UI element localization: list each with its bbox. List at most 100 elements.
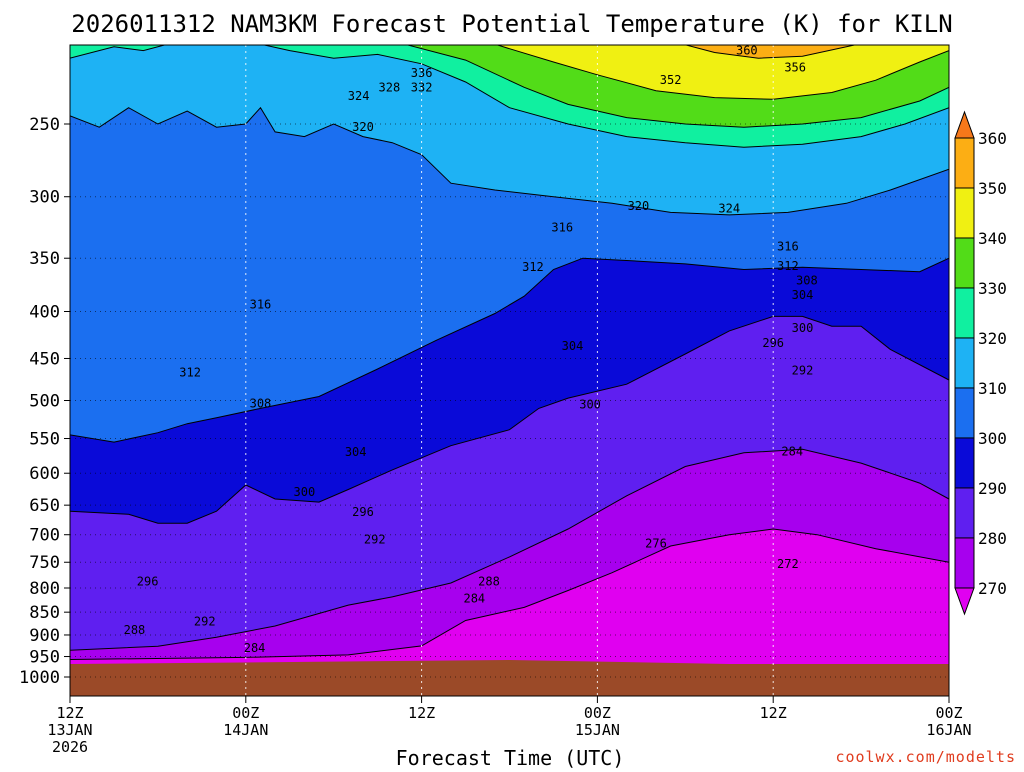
contour-label: 312 [522,260,544,274]
colorbar-label: 300 [978,429,1007,448]
y-tick-label: 1000 [19,668,60,688]
contour-340 [405,45,949,128]
colorbar-label: 340 [978,229,1007,248]
contour-label: 292 [364,532,386,546]
contour-label: 316 [551,220,573,234]
fill-above-350 [497,45,949,100]
colorbar-label: 280 [978,529,1007,548]
contour-label: 300 [294,485,316,499]
y-tick-label: 950 [29,648,60,668]
contour-label: 312 [777,259,799,273]
y-tick-label: 350 [29,249,60,269]
contour-label: 352 [660,73,682,87]
colorbar-swatch [954,137,975,189]
y-tick-label: 600 [29,464,60,484]
contour-label: 288 [478,574,500,588]
contour-label: 320 [628,199,650,213]
contour-label: 284 [463,591,485,605]
contour-label: 328 [379,80,401,94]
colorbar-swatch [954,237,975,289]
contour-label: 276 [645,537,667,551]
y-tick-label: 550 [29,430,60,450]
colorbar-swatch [954,337,975,389]
y-tick-label: 450 [29,349,60,369]
contour-label: 304 [345,445,367,459]
contour-label: 304 [562,339,584,353]
colorbar-swatch [954,437,975,489]
colorbar-label: 290 [978,479,1007,498]
contour-label: 292 [194,614,216,628]
y-tick-label: 500 [29,392,60,412]
contour-290 [70,448,949,651]
x-tick-label: 2026 [52,738,88,756]
x-tick-label: 12Z [56,704,83,722]
contour-label: 316 [777,240,799,254]
contour-320 [70,106,949,216]
x-tick-label: 14JAN [223,721,268,739]
y-axis: 250 300 350 400 450 500 550 600 650 700 750 800 850 9… [19,115,70,688]
contour-label: 320 [352,120,374,134]
colorbar-label: 350 [978,179,1007,198]
credit-text: coolwx.com/modelts [835,748,1016,766]
contour-label: 324 [718,202,740,216]
contour-label: 292 [792,364,814,378]
contour-label: 324 [348,89,370,103]
x-tick-label: 12Z [408,704,435,722]
colorbar-label: 330 [978,279,1007,298]
contour-label: 296 [352,505,374,519]
contour-label: 308 [250,397,272,411]
x-tick-label: 13JAN [47,721,92,739]
y-tick-label: 800 [29,579,60,599]
contour-label: 304 [792,288,814,302]
contour-label: 272 [777,557,799,571]
contour-360 [684,45,857,59]
contour-label: 360 [736,44,758,58]
contour-label: 284 [781,444,803,458]
contour-label: 300 [579,397,601,411]
contour-350 [495,45,949,100]
x-axis-title: Forecast Time (UTC) [396,746,625,768]
plot-area [70,45,949,696]
fill-above-360 [686,45,855,59]
colorbar-swatch [954,387,975,439]
contour-label: 308 [796,273,818,287]
x-tick-label: 15JAN [575,721,620,739]
contour-label: 336 [411,66,433,80]
y-tick-label: 400 [29,302,60,322]
colorbar-swatch [954,487,975,539]
y-tick-label: 650 [29,496,60,516]
plot-frame [69,44,950,697]
contour-label: 332 [411,80,433,94]
colorbar-swatch [954,287,975,339]
contour-label: 284 [244,641,266,655]
colorbar: 360 350 340 330 320 310 300 290 280 270 [954,110,1007,616]
contour-label: 300 [792,321,814,335]
contour-label: 296 [137,574,159,588]
x-tick-label: 16JAN [926,721,971,739]
chart-title: 2026011312 NAM3KM Forecast Potential Tem… [71,10,952,38]
colorbar-arrow-top [954,110,975,139]
colorbar-arrow-bottom [954,587,975,616]
x-tick-label: 00Z [584,704,611,722]
contour-label: 316 [250,297,272,311]
contour-300 [70,315,949,524]
colorbar-swatch [954,537,975,589]
y-tick-label: 850 [29,603,60,623]
contour-label: 356 [784,61,806,75]
contour-label: 312 [179,365,201,379]
y-tick-label: 300 [29,188,60,208]
y-tick-label: 750 [29,553,60,573]
x-tick-label: 00Z [232,704,259,722]
colorbar-label: 270 [978,579,1007,598]
colorbar-label: 320 [978,329,1007,348]
y-tick-label: 250 [29,115,60,135]
y-tick-label: 700 [29,526,60,546]
colorbar-label: 310 [978,379,1007,398]
ground-surface [70,660,949,696]
contour-280 [70,528,949,660]
contour-label: 288 [124,623,146,637]
